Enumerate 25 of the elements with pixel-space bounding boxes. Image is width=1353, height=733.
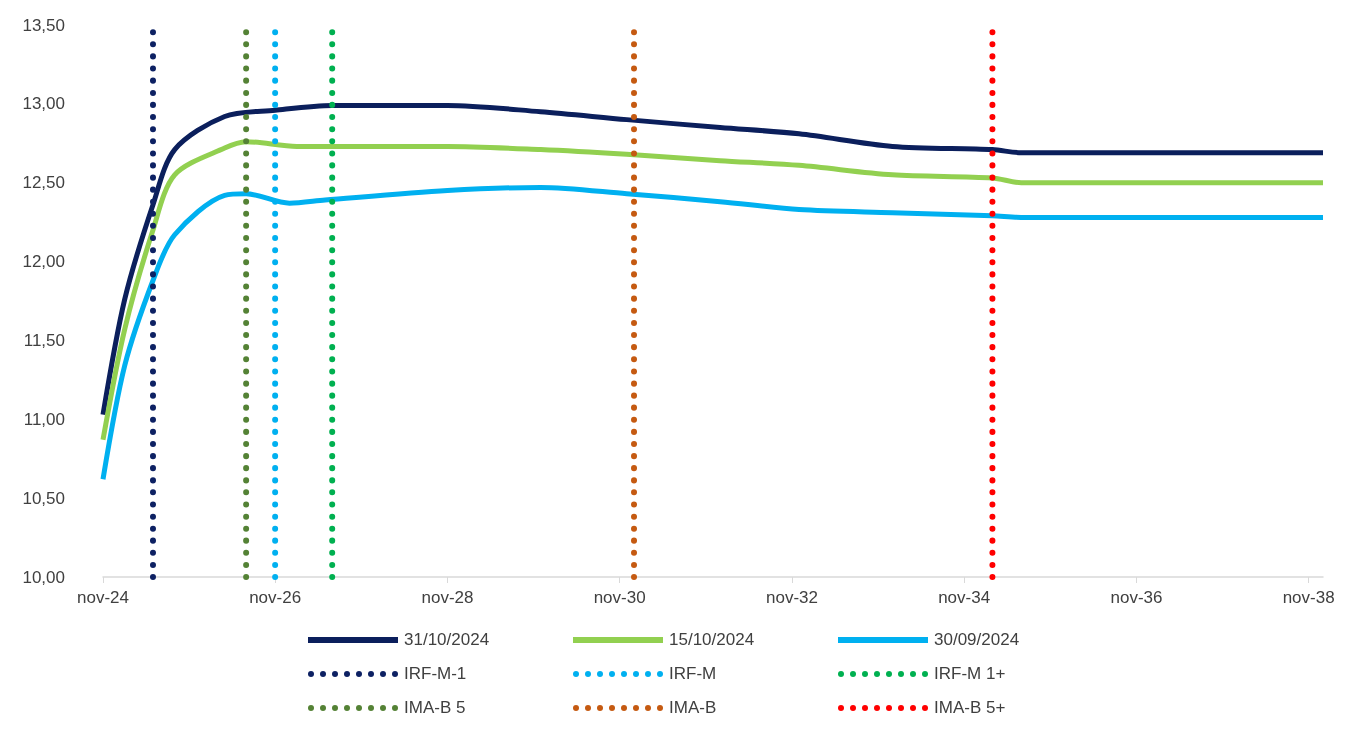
legend-label: IMA-B 5+: [934, 698, 1006, 718]
y-tick-label: 13,00: [22, 94, 65, 114]
legend-label: IMA-B 5: [404, 698, 466, 718]
y-tick-label: 11,50: [23, 330, 65, 350]
x-tick-label: nov-34: [938, 588, 991, 607]
y-tick-label: 12,00: [22, 252, 65, 272]
legend-label: IRF-M: [669, 664, 717, 684]
legend-label: 15/10/2024: [669, 630, 755, 650]
x-tick-label: nov-38: [1282, 588, 1335, 607]
x-tick-label: nov-32: [766, 588, 818, 607]
y-tick-label: 10,00: [22, 567, 65, 587]
legend-label: IMA-B: [669, 698, 717, 718]
x-tick-label: nov-30: [593, 588, 646, 607]
y-tick-label: 10,50: [22, 488, 65, 508]
x-tick-label: nov-28: [421, 588, 474, 607]
y-tick-label: 13,50: [22, 15, 65, 35]
y-tick-label: 12,50: [22, 173, 65, 193]
legend-label: 31/10/2024: [404, 630, 490, 650]
x-tick-label: nov-36: [1110, 588, 1163, 607]
legend-label: 30/09/2024: [934, 630, 1020, 650]
legend-label: IRF-M-1: [404, 664, 467, 684]
y-tick-label: 11,00: [23, 409, 65, 429]
x-tick-label: nov-26: [249, 588, 302, 607]
x-tick-label: nov-24: [77, 588, 129, 607]
legend-label: IRF-M 1+: [934, 664, 1006, 684]
